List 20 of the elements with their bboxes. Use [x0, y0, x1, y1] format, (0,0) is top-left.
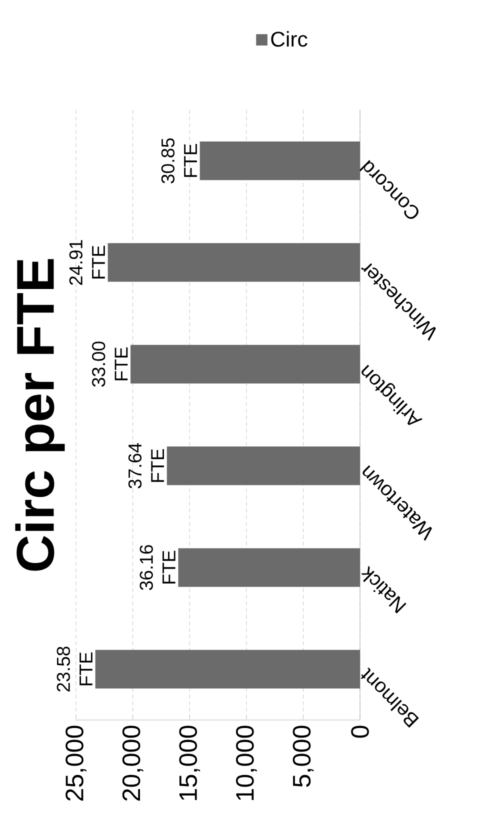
bar: [108, 243, 360, 282]
x-tick-label: 0: [351, 726, 369, 738]
annotation: 36.16 FTE: [140, 545, 176, 590]
x-tick-label: 25,000: [66, 726, 86, 801]
legend-label: Circ: [271, 31, 308, 47]
text: Circ per FTE: [15, 259, 65, 571]
bar: [95, 650, 360, 688]
bar: [166, 446, 360, 486]
annotation: 23.58 FTE: [56, 646, 92, 692]
annotation: 24.91 FTE: [69, 240, 105, 285]
annotation: 30.85 FTE: [161, 138, 197, 184]
x-tick-label: 5,000: [292, 726, 314, 787]
annotation: 37.64 FTE: [128, 443, 164, 488]
bar: [200, 142, 360, 180]
bar: [130, 344, 360, 384]
x-tick-label: 15,000: [179, 726, 200, 800]
x-tick-label: 10,000: [236, 726, 257, 800]
bar: [178, 548, 360, 587]
x-tick-label: 20,000: [122, 726, 144, 801]
annotation: 33.00 FTE: [92, 342, 128, 387]
